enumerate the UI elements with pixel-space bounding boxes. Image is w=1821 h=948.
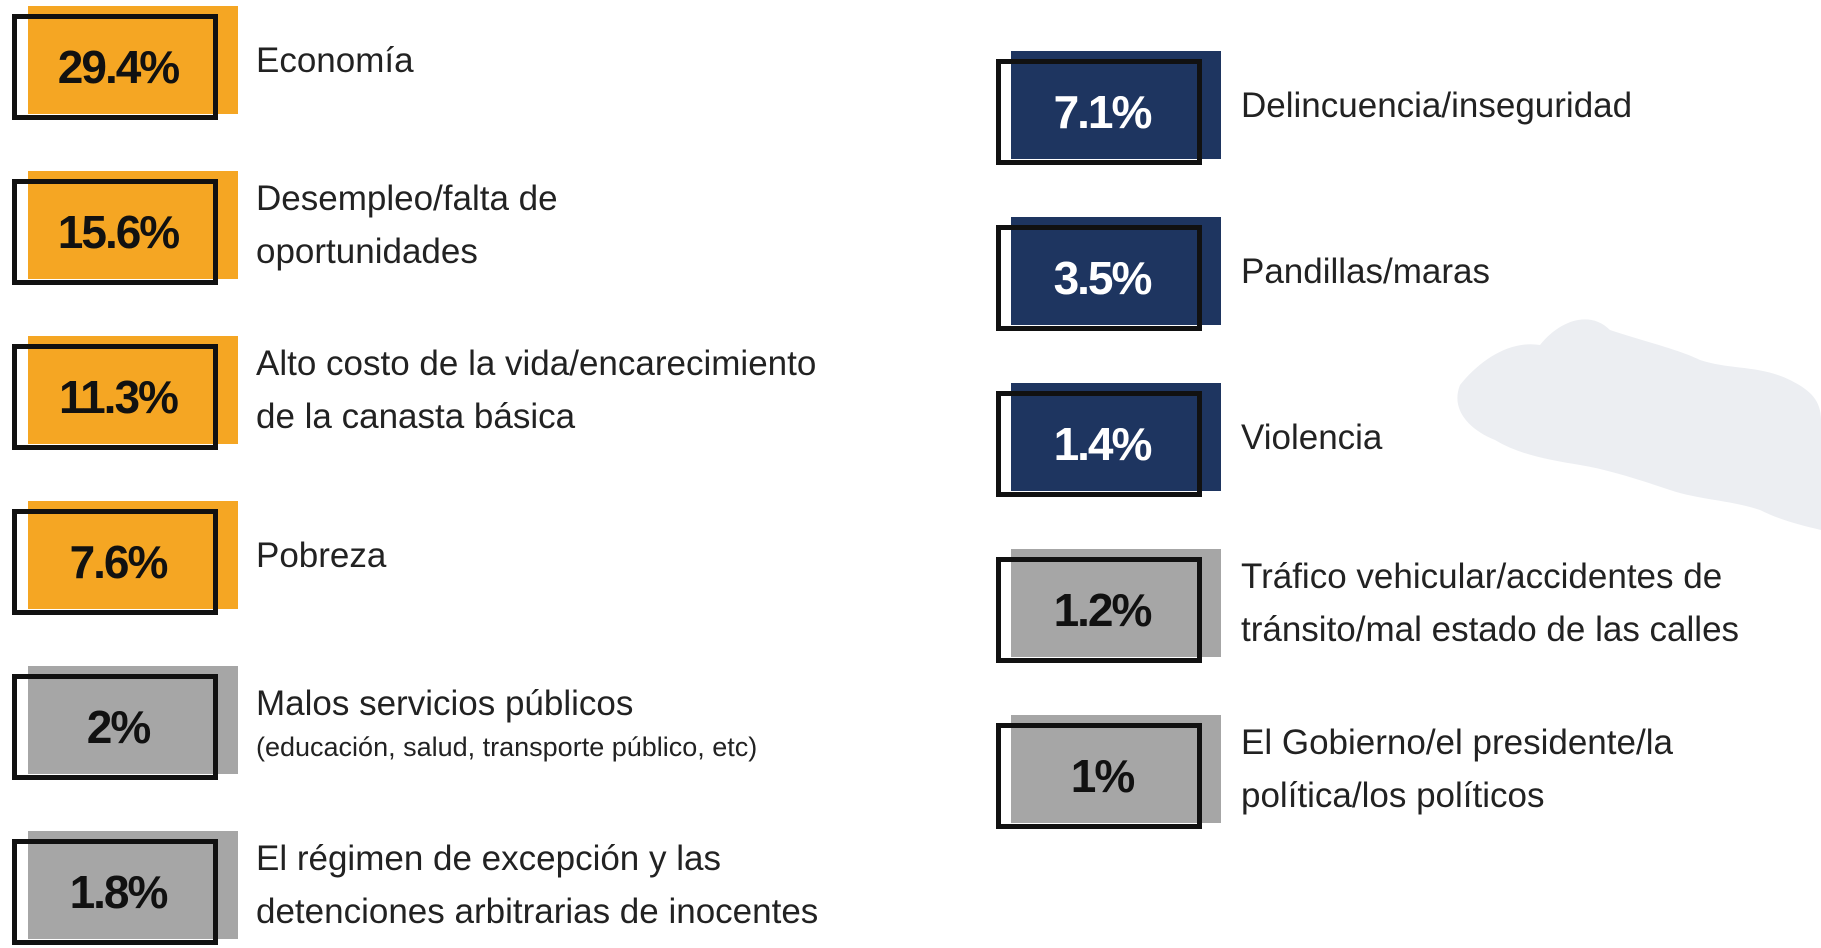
item-label: Violencia (1241, 383, 1382, 491)
label-line: Alto costo de la vida/encarecimiento (256, 344, 817, 383)
value-text: 3.5% (1053, 252, 1153, 304)
value-box (28, 501, 238, 609)
item-label: Pobreza (256, 501, 386, 609)
value-text: 2% (86, 701, 151, 753)
item-label: Alto costo de la vida/encarecimiento de l… (256, 336, 816, 444)
label-line: Tráfico vehicular/accidentes de (1241, 557, 1723, 596)
label-line: Pobreza (256, 535, 387, 575)
value-frame (12, 179, 218, 285)
label-line: oportunidades (256, 232, 478, 271)
value-box (28, 666, 238, 774)
value-frame (996, 557, 1202, 663)
label-line: Malos servicios públicos (256, 683, 634, 723)
value-frame (12, 509, 218, 615)
value-text: 1.4% (1053, 418, 1153, 470)
item-label: Desempleo/falta de oportunidades (256, 171, 558, 279)
value-text: 7.1% (1053, 86, 1153, 138)
value-text: 1.8% (69, 866, 169, 918)
item-label: El Gobierno/el presidente/la política/los… (1241, 715, 1673, 823)
value-frame (12, 344, 218, 450)
item-label: Economía (256, 6, 414, 114)
value-frame (12, 674, 218, 780)
value-box (1011, 217, 1221, 325)
item-label: El régimen de excepción y las detenciones… (256, 831, 818, 939)
label-line: Desempleo/falta de (256, 179, 558, 218)
value-text: 29.4% (57, 41, 180, 93)
item-label: Malos servicios públicos (educación, salu… (256, 666, 757, 774)
value-frame (996, 391, 1202, 497)
value-frame (12, 839, 218, 945)
value-box (1011, 383, 1221, 491)
label-line: detenciones arbitrarias de inocentes (256, 892, 819, 931)
label-line: El Gobierno/el presidente/la (1241, 723, 1673, 762)
value-box (28, 831, 238, 939)
value-box (28, 336, 238, 444)
label-line: tránsito/mal estado de las calles (1241, 610, 1740, 649)
value-frame (996, 225, 1202, 331)
value-text: 11.3% (59, 371, 179, 423)
value-frame (996, 59, 1202, 165)
value-text: 1% (1070, 750, 1135, 802)
map-shape (1457, 319, 1821, 530)
item-label: Pandillas/maras (1241, 217, 1490, 325)
label-line: Violencia (1241, 417, 1383, 457)
label-note: (educación, salud, transporte público, e… (256, 731, 758, 762)
label-line: Economía (256, 40, 414, 80)
label-line: Pandillas/maras (1241, 251, 1490, 291)
value-text: 1.2% (1053, 584, 1153, 636)
value-text: 7.6% (69, 536, 169, 588)
value-box (28, 6, 238, 114)
label-line: de la canasta básica (256, 397, 576, 436)
value-box (28, 171, 238, 279)
value-box (1011, 549, 1221, 657)
label-line: El régimen de excepción y las (256, 839, 721, 878)
value-frame (12, 14, 218, 120)
value-frame (996, 723, 1202, 829)
label-line: política/los políticos (1241, 776, 1545, 815)
item-label: Tráfico vehicular/accidentes de tránsito/… (1241, 549, 1739, 657)
item-label: Delincuencia/inseguridad (1241, 51, 1632, 159)
value-text: 15.6% (57, 206, 180, 258)
value-box (1011, 715, 1221, 823)
value-box (1011, 51, 1221, 159)
label-line: Delincuencia/inseguridad (1241, 85, 1633, 125)
